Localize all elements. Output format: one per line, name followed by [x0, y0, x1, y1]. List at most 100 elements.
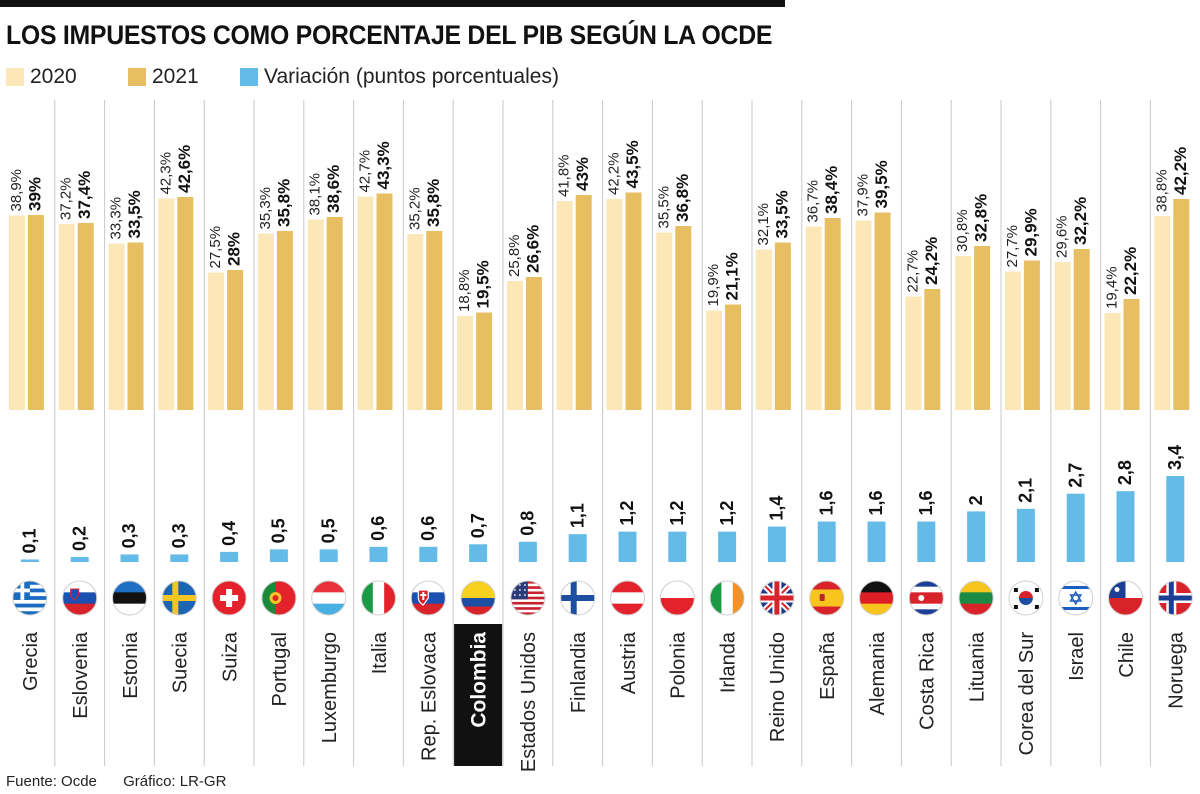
label-variation-italia: 0,6 — [368, 516, 388, 541]
flag-star — [524, 589, 526, 591]
bar-variation-alemania — [867, 521, 886, 562]
greece-flag-icon — [12, 581, 47, 615]
bar-2021-estados-unidos — [525, 277, 542, 410]
label-2020-suiza: 27,5% — [207, 226, 224, 269]
flag-outline — [12, 580, 48, 616]
bar-variation-grecia — [20, 559, 39, 562]
flag-trigram — [1034, 588, 1039, 592]
israel-flag-icon — [1058, 581, 1093, 615]
bar-2020-luxemburgo — [307, 219, 324, 410]
label-variation-rep-eslovaca: 0,6 — [418, 516, 438, 541]
bar-2021-rep-eslovaca — [426, 231, 443, 410]
label-2021-suiza: 28% — [225, 232, 244, 266]
label-variation-lituania: 2 — [966, 495, 986, 505]
italy-flag-icon — [361, 581, 396, 615]
country-label-espana: España — [817, 631, 839, 700]
flag-band — [261, 581, 276, 615]
flag-stripe — [909, 581, 944, 588]
flag-outline — [859, 580, 894, 616]
country-label-portugal: Portugal — [269, 632, 291, 707]
country-label-corea-del-sur: Corea del Sur — [1016, 632, 1038, 756]
bar-2020-rep-eslovaca — [407, 234, 424, 410]
label-2021-colombia: 19,5% — [474, 260, 493, 308]
bar-2020-reino-unido — [755, 249, 772, 410]
bar-variation-eslovenia — [70, 556, 89, 562]
label-variation-reino-unido: 1,4 — [767, 496, 787, 521]
bar-variation-costa-rica — [917, 521, 936, 562]
flag-outline — [1108, 580, 1143, 616]
flag-outline — [560, 580, 596, 616]
flag-stripe — [859, 581, 894, 593]
label-variation-polonia: 1,2 — [667, 501, 687, 526]
bar-2021-italia — [376, 193, 393, 410]
country-label-noruega: Noruega — [1166, 631, 1188, 709]
flag-stripe — [384, 581, 396, 615]
flag-stripe — [959, 581, 994, 593]
flag-cross — [560, 595, 595, 601]
flag-stripe — [510, 607, 545, 611]
flag-stripe — [610, 581, 645, 593]
label-2020-italia: 42,7% — [356, 150, 373, 193]
label-2020-irlanda: 19,9% — [705, 264, 722, 307]
flag-stripe — [909, 598, 944, 605]
flag-star — [519, 589, 521, 591]
label-variation-estados-unidos: 0,8 — [518, 511, 538, 536]
flag-outline — [161, 580, 197, 616]
label-2020-austria: 42,2% — [605, 152, 622, 195]
credit-note: Gráfico: LR-GR — [123, 773, 227, 790]
flag-stripe — [112, 592, 147, 605]
label-variation-portugal: 0,5 — [269, 518, 289, 543]
luxembourg-flag-icon — [311, 581, 346, 615]
label-variation-luxemburgo: 0,5 — [318, 518, 338, 543]
label-variation-suecia: 0,3 — [169, 523, 189, 548]
flag-stripe — [660, 598, 695, 615]
bar-2020-italia — [357, 196, 374, 410]
flag-outline — [112, 580, 147, 616]
bar-variation-italia — [369, 546, 388, 562]
flag-stripe — [1108, 598, 1143, 615]
bar-variation-portugal — [269, 549, 288, 562]
flag-taegeuk — [1018, 598, 1033, 605]
bar-variation-rep-eslovaca — [419, 546, 438, 562]
flag-stripe — [461, 606, 496, 615]
flag-stripe — [12, 611, 47, 615]
flag-stripe — [510, 604, 545, 608]
label-2021-noruega: 42,2% — [1171, 147, 1190, 195]
bar-2020-irlanda — [706, 310, 723, 410]
flag-stripe — [909, 586, 944, 593]
flag-cross — [226, 589, 233, 607]
sweden-flag-icon — [162, 581, 197, 615]
flag-star — [524, 594, 526, 596]
portugal-flag-icon — [261, 581, 296, 615]
flag-stripe — [112, 603, 147, 615]
bar-variation-suecia — [170, 554, 189, 562]
label-2021-italia: 43,3% — [374, 141, 393, 189]
flag-shield — [70, 588, 80, 601]
label-variation-noruega: 3,4 — [1165, 445, 1185, 470]
flag-band — [809, 589, 844, 607]
bar-variation-estados-unidos — [518, 541, 537, 562]
label-2021-polonia: 36,8% — [673, 174, 692, 222]
label-2020-reino-unido: 32,1% — [755, 203, 772, 246]
flag-cross — [420, 594, 427, 596]
flag-stripe — [12, 603, 47, 608]
colombia-flag-icon — [461, 581, 496, 615]
label-2021-costa-rica: 24,2% — [922, 237, 941, 285]
bar-2020-noruega — [1154, 216, 1171, 410]
flag-outline — [361, 580, 396, 616]
chile-flag-icon — [1108, 581, 1143, 615]
label-2020-luxemburgo: 38,1% — [307, 173, 324, 216]
bar-2020-espana — [805, 226, 822, 410]
flag-stripe — [461, 581, 496, 598]
bar-2021-chile — [1123, 299, 1140, 410]
flag-stripe — [732, 581, 745, 615]
flag-outline — [510, 580, 546, 616]
flag-stripe — [909, 592, 944, 599]
country-label-eslovenia: Eslovenia — [70, 631, 92, 719]
flag-stripe — [909, 603, 944, 610]
flag-stripe — [510, 612, 545, 615]
label-variation-suiza: 0,4 — [219, 521, 239, 546]
spain-flag-icon — [809, 581, 844, 615]
bar-2020-suiza — [208, 272, 225, 410]
